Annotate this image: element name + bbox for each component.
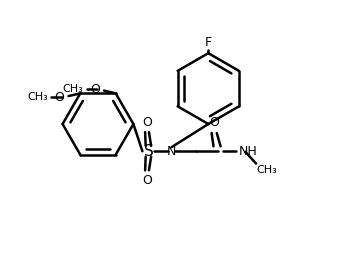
Text: O: O (142, 174, 152, 187)
Text: O: O (142, 116, 152, 129)
Text: O: O (209, 116, 219, 130)
Text: CH₃: CH₃ (257, 165, 278, 175)
Text: CH₃: CH₃ (63, 84, 83, 94)
Text: O: O (90, 83, 100, 96)
Text: NH: NH (238, 145, 257, 158)
Text: S: S (143, 144, 153, 159)
Text: CH₃: CH₃ (27, 92, 48, 102)
Text: N: N (167, 145, 176, 158)
Text: O: O (55, 91, 64, 104)
Text: F: F (205, 36, 212, 49)
